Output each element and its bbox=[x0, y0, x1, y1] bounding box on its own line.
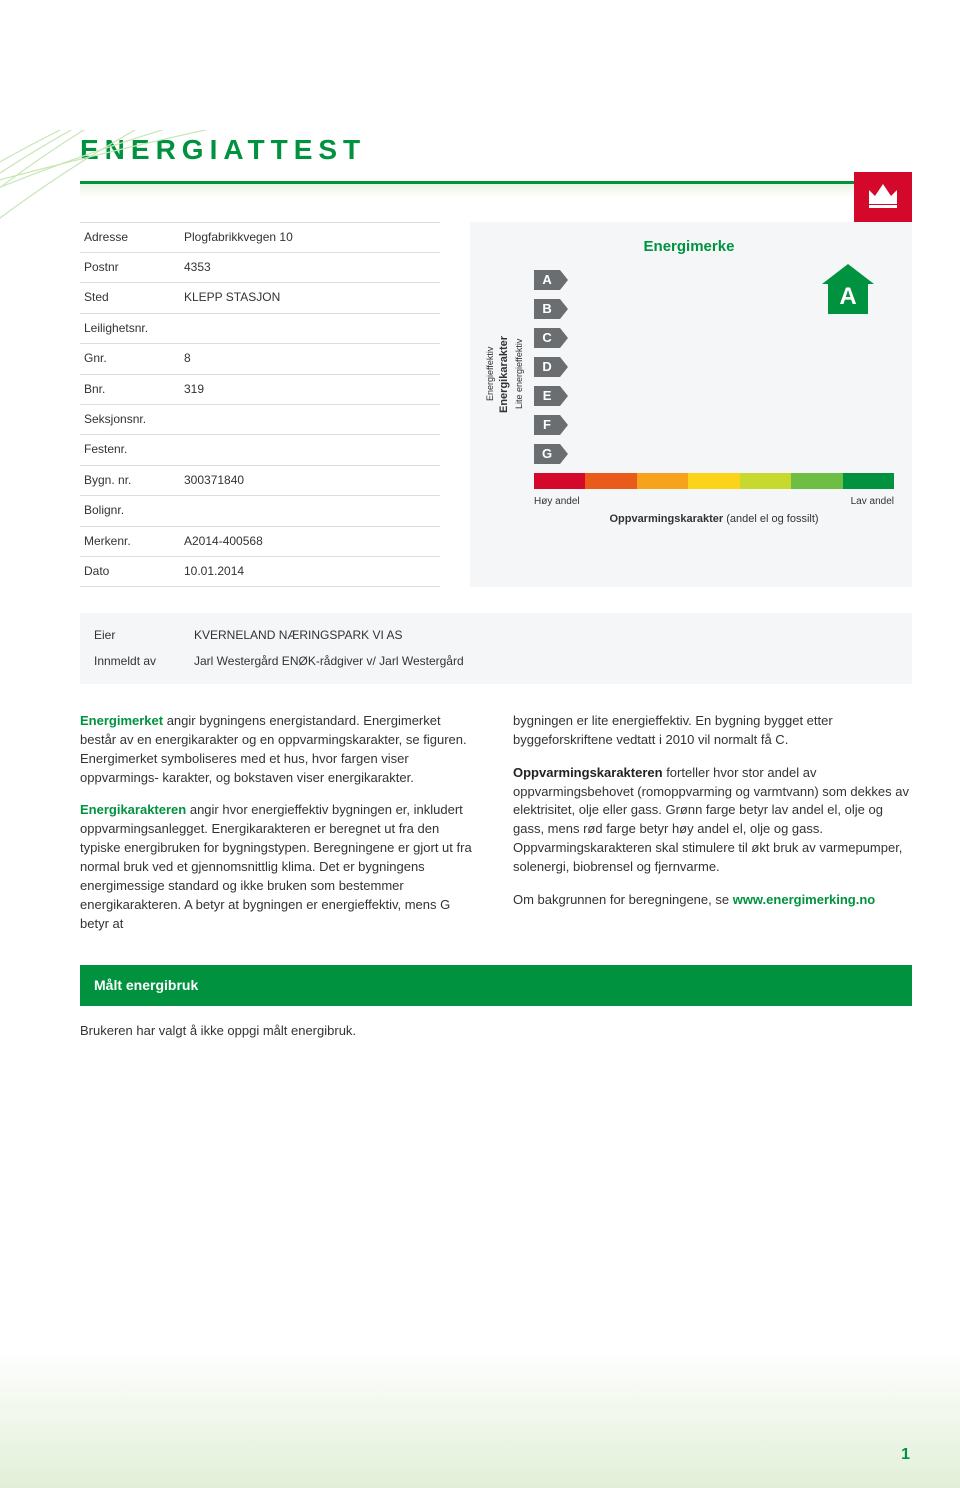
grade-row: D bbox=[534, 356, 894, 378]
grade-row: C bbox=[534, 327, 894, 349]
owner-block: EierKVERNELAND NÆRINGSPARK VI ASInnmeldt… bbox=[80, 613, 912, 684]
property-row: Dato10.01.2014 bbox=[80, 557, 440, 587]
owner-value: KVERNELAND NÆRINGSPARK VI AS bbox=[194, 627, 403, 644]
arc-lines-icon bbox=[0, 130, 320, 310]
page-number: 1 bbox=[901, 1443, 910, 1466]
property-label: Bolignr. bbox=[84, 502, 184, 519]
owner-row: EierKVERNELAND NÆRINGSPARK VI AS bbox=[94, 623, 898, 648]
property-label: Leilighetsnr. bbox=[84, 320, 184, 337]
grade-tag-c: C bbox=[534, 328, 560, 348]
x-right-label: Lav andel bbox=[851, 495, 894, 510]
owner-label: Eier bbox=[94, 627, 194, 644]
property-value: 8 bbox=[184, 350, 436, 367]
property-label: Seksjonsnr. bbox=[84, 411, 184, 428]
grade-arrow-icon bbox=[560, 444, 568, 464]
grade-tag-f: F bbox=[534, 415, 560, 435]
section-body: Brukeren har valgt å ikke oppgi målt ene… bbox=[80, 1022, 912, 1041]
property-label: Gnr. bbox=[84, 350, 184, 367]
color-segment bbox=[791, 473, 842, 489]
footer-gradient bbox=[0, 1348, 960, 1488]
p1-bold: Energimerket bbox=[80, 713, 163, 728]
grade-arrow-icon bbox=[560, 357, 568, 377]
grade-tag-b: B bbox=[534, 299, 560, 319]
property-value: A2014-400568 bbox=[184, 533, 436, 550]
p2-bold: Energikarakteren bbox=[80, 802, 186, 817]
grade-arrow-icon bbox=[560, 328, 568, 348]
grade-arrow-icon bbox=[560, 415, 568, 435]
property-value: 300371840 bbox=[184, 472, 436, 489]
color-segment bbox=[534, 473, 585, 489]
property-value bbox=[184, 502, 436, 519]
p2-rest: angir hvor energieffektiv bygningen er, … bbox=[80, 802, 472, 930]
section-heading: Målt energibruk bbox=[80, 965, 912, 1005]
owner-row: Innmeldt avJarl Westergård ENØK-rådgiver… bbox=[94, 649, 898, 674]
grade-tag-g: G bbox=[534, 444, 560, 464]
body-right-p1: bygningen er lite energieffektiv. En byg… bbox=[513, 712, 912, 750]
color-segment bbox=[637, 473, 688, 489]
grade-arrow-icon bbox=[560, 270, 568, 290]
chart-title: Energimerke bbox=[484, 236, 894, 258]
color-segment bbox=[688, 473, 739, 489]
body-left-p1: Energimerket angir bygningens energistan… bbox=[80, 712, 479, 787]
energimerking-link[interactable]: www.energimerking.no bbox=[733, 892, 876, 907]
svg-text:A: A bbox=[839, 283, 856, 310]
page: N V E ENERGIATTEST AdressePlogfabrikkveg… bbox=[0, 130, 960, 1488]
color-segment bbox=[585, 473, 636, 489]
result-house-icon: A bbox=[820, 262, 876, 324]
property-row: Bnr.319 bbox=[80, 375, 440, 405]
body-left-p2: Energikarakteren angir hvor energieffekt… bbox=[80, 801, 479, 933]
property-row: Bygn. nr.300371840 bbox=[80, 466, 440, 496]
y-label-bottom: Lite energieffektiv bbox=[513, 271, 526, 477]
grade-tag-a: A bbox=[534, 270, 560, 290]
body-left-col: Energimerket angir bygningens energistan… bbox=[80, 712, 479, 947]
x-caption: Oppvarmingskarakter (andel el og fossilt… bbox=[534, 512, 894, 528]
body-columns: Energimerket angir bygningens energistan… bbox=[80, 712, 912, 947]
property-label: Bygn. nr. bbox=[84, 472, 184, 489]
grade-row: F bbox=[534, 414, 894, 436]
x-left-label: Høy andel bbox=[534, 495, 580, 510]
grade-tag-d: D bbox=[534, 357, 560, 377]
owner-label: Innmeldt av bbox=[94, 653, 194, 670]
x-axis: Høy andel Lav andel bbox=[534, 495, 894, 510]
property-value bbox=[184, 441, 436, 458]
property-label: Bnr. bbox=[84, 381, 184, 398]
property-row: Seksjonsnr. bbox=[80, 405, 440, 435]
property-label: Dato bbox=[84, 563, 184, 580]
property-value bbox=[184, 411, 436, 428]
x-caption-rest: (andel el og fossilt) bbox=[723, 513, 818, 525]
property-value: 10.01.2014 bbox=[184, 563, 436, 580]
grade-tag-e: E bbox=[534, 386, 560, 406]
p3-bold: Oppvarmingskarakteren bbox=[513, 765, 663, 780]
body-right-p2: Oppvarmingskarakteren forteller hvor sto… bbox=[513, 764, 912, 877]
property-row: Gnr.8 bbox=[80, 344, 440, 374]
grade-row: E bbox=[534, 385, 894, 407]
owner-value: Jarl Westergård ENØK-rådgiver v/ Jarl We… bbox=[194, 653, 464, 670]
color-segment bbox=[843, 473, 894, 489]
p3-rest: forteller hvor stor andel av oppvarmings… bbox=[513, 765, 909, 874]
header-decoration bbox=[0, 130, 320, 310]
y-label-top: Energieffektiv bbox=[484, 271, 497, 477]
body-right-p3: Om bakgrunnen for beregningene, se www.e… bbox=[513, 891, 912, 910]
x-caption-bold: Oppvarmingskarakter bbox=[609, 513, 723, 525]
property-row: Leilighetsnr. bbox=[80, 314, 440, 344]
property-label: Merkenr. bbox=[84, 533, 184, 550]
crown-icon bbox=[865, 178, 901, 210]
y-axis-labels: Lite energieffektiv Energikarakter Energ… bbox=[484, 269, 526, 479]
grade-row: G bbox=[534, 443, 894, 465]
grade-arrow-icon bbox=[560, 386, 568, 406]
property-value bbox=[184, 320, 436, 337]
body-right-col: bygningen er lite energieffektiv. En byg… bbox=[513, 712, 912, 947]
y-label-mid: Energikarakter bbox=[497, 271, 513, 477]
property-value: 319 bbox=[184, 381, 436, 398]
grade-arrow-icon bbox=[560, 299, 568, 319]
p4-pre: Om bakgrunnen for beregningene, se bbox=[513, 892, 733, 907]
color-segment bbox=[740, 473, 791, 489]
color-bar bbox=[534, 473, 894, 489]
energy-chart: Energimerke Lite energieffektiv Energika… bbox=[470, 222, 912, 588]
property-label: Festenr. bbox=[84, 441, 184, 458]
property-row: Merkenr.A2014-400568 bbox=[80, 527, 440, 557]
property-row: Festenr. bbox=[80, 435, 440, 465]
property-row: Bolignr. bbox=[80, 496, 440, 526]
